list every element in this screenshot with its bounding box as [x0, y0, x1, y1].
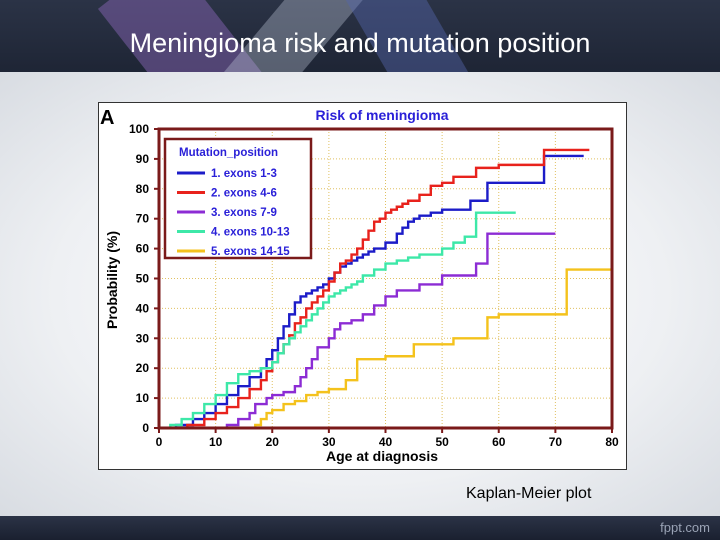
y-tick-label: 90 [136, 152, 150, 166]
axis-ticks: 0 10 20 30 40 50 60 70 80 0 10 20 30 40 50 60 70 80 90 100 [129, 122, 619, 449]
figure-caption: Kaplan-Meier plot [466, 485, 592, 502]
legend-label: 1. exons 1-3 [211, 168, 277, 180]
y-tick-label: 60 [136, 242, 150, 256]
legend: Mutation_position 1. exons 1-3 2. exons 4… [163, 137, 313, 260]
legend-label: 2. exons 4-6 [211, 188, 277, 200]
x-tick-label: 0 [156, 435, 163, 449]
series-layer [159, 148, 612, 430]
y-tick-label: 100 [129, 122, 149, 136]
slide-footer: fppt.com [0, 516, 720, 540]
y-tick-label: 0 [142, 421, 149, 435]
x-tick-label: 30 [322, 435, 336, 449]
legend-label: 5. exons 14-15 [211, 246, 290, 258]
y-tick-label: 40 [136, 301, 150, 315]
series-line-3 [159, 232, 556, 430]
x-tick-label: 80 [605, 435, 619, 449]
kaplan-meier-chart: A Risk of meningioma 0 10 20 30 40 50 60 70 80 0 1… [100, 107, 619, 464]
legend-box [163, 137, 313, 260]
y-tick-label: 30 [136, 331, 150, 345]
legend-title: Mutation_position [179, 147, 278, 159]
series-line-5 [159, 268, 612, 430]
y-axis-label: Probability (%) [104, 231, 120, 329]
x-tick-label: 10 [209, 435, 223, 449]
series-line-4 [159, 211, 516, 430]
x-tick-label: 20 [266, 435, 280, 449]
slide-title: Meningioma risk and mutation position [129, 28, 591, 58]
x-tick-label: 70 [549, 435, 563, 449]
x-tick-label: 40 [379, 435, 393, 449]
x-axis-label: Age at diagnosis [326, 448, 438, 464]
y-tick-label: 70 [136, 212, 150, 226]
y-tick-label: 10 [136, 391, 150, 405]
series-line-2 [159, 148, 590, 430]
y-tick-label: 50 [136, 272, 150, 286]
x-tick-label: 60 [492, 435, 506, 449]
y-tick-label: 20 [136, 361, 150, 375]
brand-watermark: fppt.com [660, 520, 710, 535]
figure-panel: A Risk of meningioma 0 10 20 30 40 50 60 70 80 0 1… [98, 102, 627, 470]
legend-items: 1. exons 1-3 2. exons 4-6 3. exons 7-9 4. e… [177, 168, 290, 258]
x-tick-label: 50 [435, 435, 449, 449]
slide-header: Meningioma risk and mutation position [0, 0, 720, 72]
panel-label: A [100, 107, 114, 129]
y-tick-label: 80 [136, 182, 150, 196]
legend-label: 3. exons 7-9 [211, 207, 277, 219]
chart-title: Risk of meningioma [315, 107, 448, 123]
legend-label: 4. exons 10-13 [211, 227, 290, 239]
